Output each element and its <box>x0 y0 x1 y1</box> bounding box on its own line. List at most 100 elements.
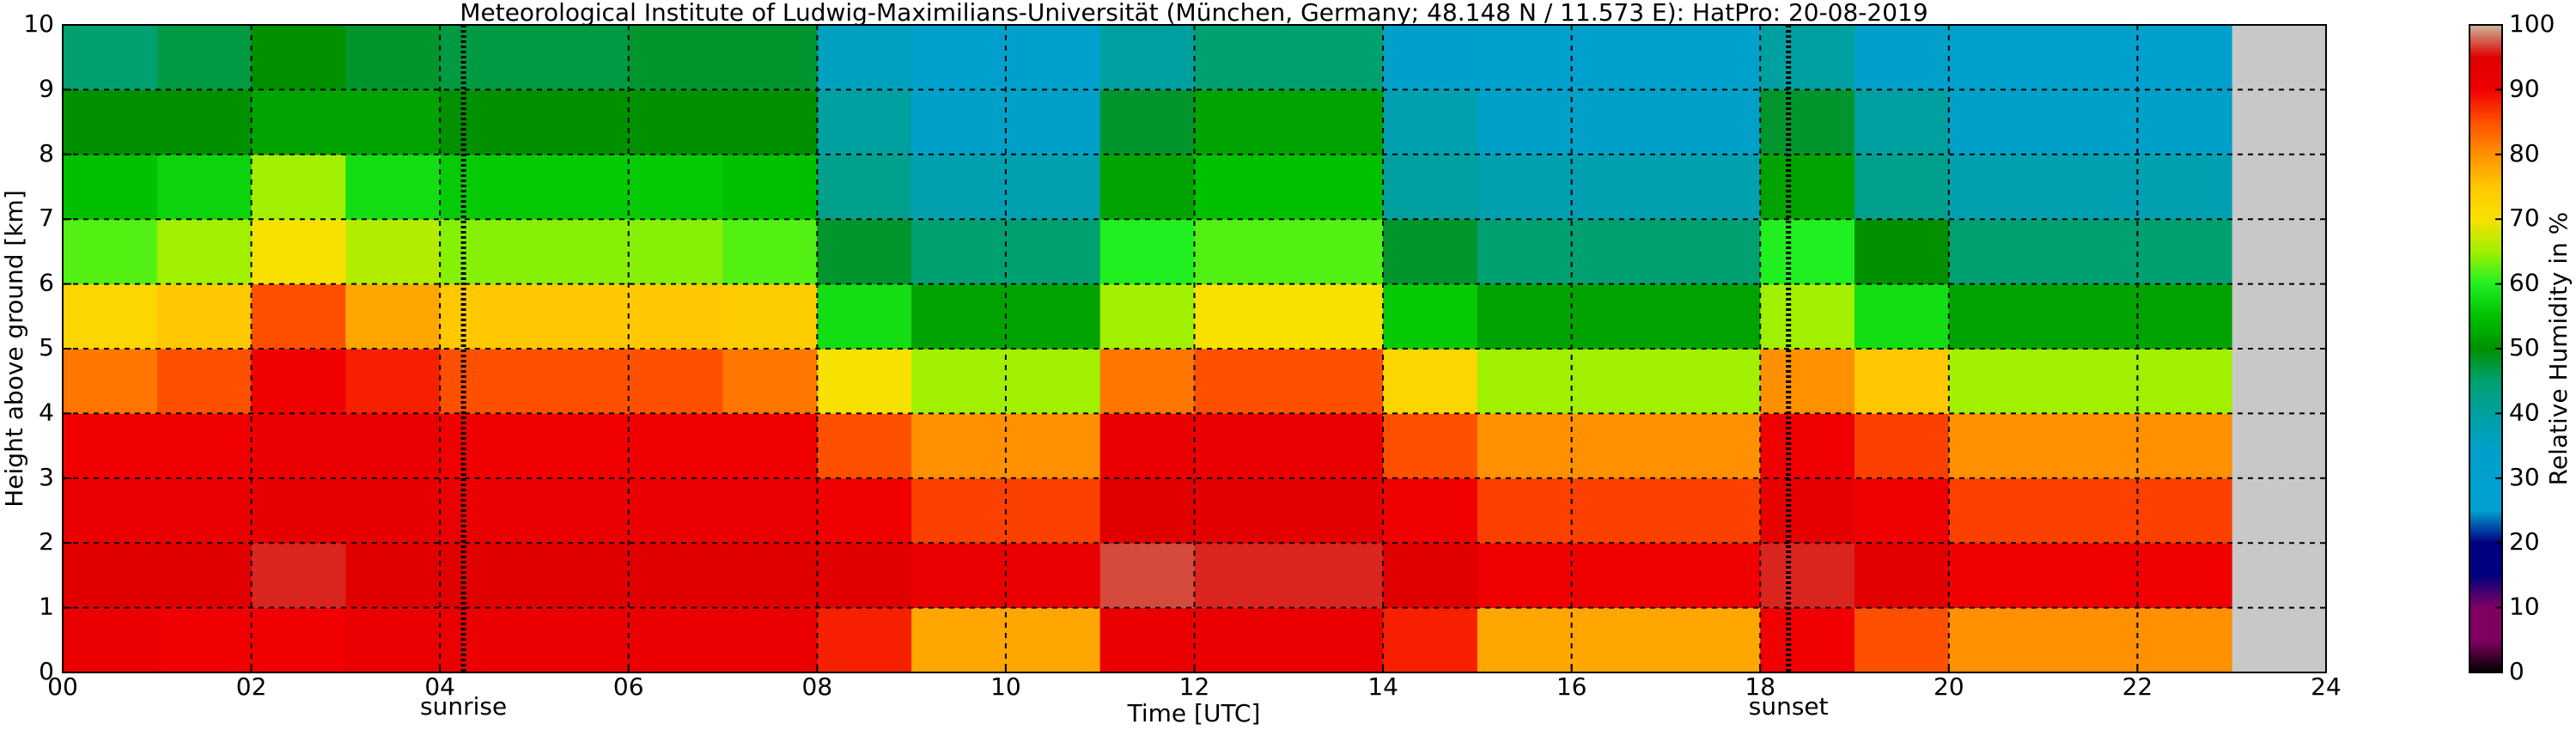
heatmap-cell <box>2137 219 2232 285</box>
heatmap-cell <box>440 478 535 544</box>
heatmap-cell <box>1477 413 1573 479</box>
x-tick-label: 00 <box>47 672 78 701</box>
heatmap-cell <box>63 25 158 90</box>
heatmap-cell <box>1099 219 1195 285</box>
heatmap-cell <box>345 607 441 673</box>
y-tick-label: 10 <box>23 9 54 38</box>
heatmap-cell <box>1288 413 1384 479</box>
heatmap-cell <box>1005 413 1101 479</box>
heatmap-cell <box>628 478 724 544</box>
heatmap-cell <box>1666 25 1761 90</box>
heatmap-cell <box>1383 283 1478 350</box>
heatmap-cell <box>2043 349 2138 414</box>
heatmap-cell <box>1383 219 1478 285</box>
heatmap-cell <box>345 478 441 544</box>
heatmap-cell <box>722 25 818 90</box>
heatmap-cell <box>628 413 724 479</box>
heatmap-cell <box>1666 89 1761 155</box>
heatmap-cell <box>251 543 346 609</box>
x-tick-label: 02 <box>236 672 267 701</box>
heatmap-cell <box>440 283 535 350</box>
heatmap-cell <box>722 543 818 609</box>
heatmap-cell <box>1194 25 1289 90</box>
heatmap-cell <box>156 413 253 479</box>
heatmap-cell <box>911 219 1007 285</box>
heatmap-cell <box>1571 89 1666 155</box>
annotation-label: sunrise <box>420 692 507 721</box>
heatmap-cell <box>345 25 441 90</box>
heatmap-cell <box>1477 25 1573 90</box>
heatmap-cell <box>1571 219 1666 285</box>
heatmap-cell <box>63 89 158 155</box>
heatmap-cell <box>1948 349 2044 414</box>
heatmap-cell <box>722 154 818 220</box>
heatmap-cell <box>628 25 724 90</box>
heatmap-cell <box>1571 25 1666 90</box>
heatmap-cell <box>1099 283 1195 350</box>
heatmap-cell <box>722 413 818 479</box>
heatmap-cell <box>1383 543 1478 609</box>
heatmap-cell <box>440 25 535 90</box>
heatmap-cell <box>1666 607 1761 673</box>
heatmap-cell <box>1288 607 1384 673</box>
heatmap-cell <box>2043 154 2138 220</box>
heatmap-cell <box>1005 478 1101 544</box>
y-tick-label: 7 <box>39 204 54 232</box>
heatmap-cell <box>1099 349 1195 414</box>
heatmap-cell <box>628 349 724 414</box>
heatmap-cell <box>440 219 535 285</box>
heatmap-cell <box>722 219 818 285</box>
heatmap-cell <box>911 478 1007 544</box>
heatmap-cell <box>345 154 441 220</box>
heatmap-cell <box>63 349 158 414</box>
heatmap-cell <box>1666 349 1761 414</box>
heatmap-cell <box>817 89 912 155</box>
heatmap-cell <box>911 25 1007 90</box>
heatmap-cell <box>1288 154 1384 220</box>
heatmap-cell <box>1005 89 1101 155</box>
heatmap-cell <box>1477 349 1573 414</box>
heatmap-cell <box>722 283 818 350</box>
heatmap-cell <box>1194 543 1289 609</box>
colorbar-tick-label: 10 <box>2509 593 2540 621</box>
heatmap-cell <box>2043 413 2138 479</box>
heatmap-cell <box>1854 25 1950 90</box>
colorbar-label: Relative Humidity in % <box>2544 212 2573 486</box>
heatmap-cell <box>1383 349 1478 414</box>
heatmap-cell <box>817 25 912 90</box>
heatmap-cell <box>628 283 724 350</box>
heatmap-cell <box>2137 349 2232 414</box>
heatmap-cell <box>817 219 912 285</box>
heatmap-cell <box>1666 283 1761 350</box>
heatmap-cell <box>628 89 724 155</box>
heatmap-cell <box>1288 25 1384 90</box>
heatmap-cell <box>722 478 818 544</box>
heatmap-cell <box>156 154 253 220</box>
heatmap-cell <box>251 219 346 285</box>
heatmap-cell <box>1477 607 1573 673</box>
heatmap-cell <box>440 349 535 414</box>
x-tick-label: 10 <box>990 672 1021 701</box>
colorbar-tick-label: 30 <box>2509 463 2540 491</box>
heatmap-cell <box>1194 607 1289 673</box>
colorbar-tick-label: 60 <box>2509 269 2540 297</box>
heatmap-cell <box>251 607 346 673</box>
colorbar-tick-label: 80 <box>2509 139 2540 167</box>
heatmap-cell <box>1948 154 2044 220</box>
heatmap-cell <box>1194 89 1289 155</box>
heatmap-cell <box>251 154 346 220</box>
heatmap-cell <box>251 413 346 479</box>
heatmap-cell <box>1477 219 1573 285</box>
heatmap-cell <box>2043 89 2138 155</box>
heatmap-cell <box>440 543 535 609</box>
heatmap-cell <box>156 349 253 414</box>
heatmap-cell <box>1477 89 1573 155</box>
heatmap-cell <box>345 89 441 155</box>
heatmap-cell <box>2043 607 2138 673</box>
heatmap-cell <box>817 349 912 414</box>
heatmap-cell <box>1477 478 1573 544</box>
heatmap-cell <box>1666 413 1761 479</box>
heatmap-cell <box>1099 543 1195 609</box>
heatmap-cell <box>1288 219 1384 285</box>
heatmap-cell <box>911 349 1007 414</box>
